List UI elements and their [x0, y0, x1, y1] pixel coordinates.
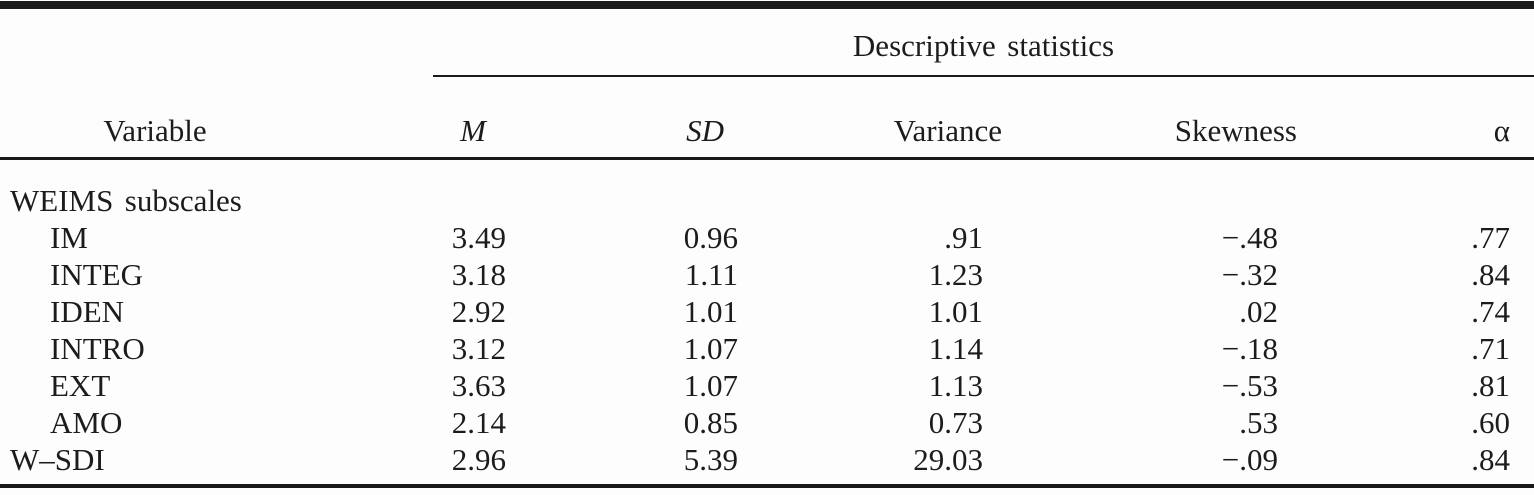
spanner-row: Descriptive statistics [0, 9, 1534, 77]
cell-skewness: .53 [1239, 405, 1278, 440]
table-header: Descriptive statistics Variable M SD Var… [0, 9, 1534, 160]
cell-sd: 1.07 [683, 368, 738, 403]
cell-m [310, 159, 620, 220]
table-bottom-rule [0, 484, 1534, 488]
cell-m: 3.18 [451, 257, 506, 292]
row-label: W–SDI [10, 442, 105, 477]
cell-variance: 1.01 [928, 294, 983, 329]
table-body: WEIMS subscales IM 3.49 0.96 .91 −.48 .7… [0, 159, 1534, 479]
column-header-variable: Variable [0, 77, 310, 160]
cell-variance: 1.23 [928, 257, 983, 292]
table-row-intro: INTRO 3.12 1.07 1.14 −.18 .71 [0, 330, 1534, 367]
cell-alpha: .84 [1471, 257, 1510, 292]
cell-sd [620, 159, 760, 220]
row-label: INTRO [50, 331, 145, 366]
cell-skewness: −.09 [1221, 442, 1278, 477]
cell-sd: 5.39 [683, 442, 738, 477]
column-header-variance: Variance [760, 77, 1112, 160]
cell-sd: 0.85 [683, 405, 738, 440]
cell-alpha: .84 [1471, 442, 1510, 477]
cell-variance [760, 159, 1112, 220]
cell-m: 2.14 [451, 405, 506, 440]
cell-alpha: .77 [1471, 220, 1510, 255]
row-label: WEIMS subscales [10, 183, 242, 218]
cell-alpha [1342, 159, 1534, 220]
cell-m: 2.96 [451, 442, 506, 477]
cell-variance: 1.13 [928, 368, 983, 403]
table-row-amo: AMO 2.14 0.85 0.73 .53 .60 [0, 404, 1534, 441]
cell-alpha: .60 [1471, 405, 1510, 440]
row-label: EXT [50, 368, 111, 403]
table-spanner-label: Descriptive statistics [852, 28, 1115, 63]
column-header-alpha: α [1342, 77, 1534, 160]
table-row-integ: INTEG 3.18 1.11 1.23 −.32 .84 [0, 256, 1534, 293]
table-row-im: IM 3.49 0.96 .91 −.48 .77 [0, 219, 1534, 256]
table-row-iden: IDEN 2.92 1.01 1.01 .02 .74 [0, 293, 1534, 330]
table-row-ext: EXT 3.63 1.07 1.13 −.53 .81 [0, 367, 1534, 404]
spanner-cell: Descriptive statistics [310, 9, 1534, 77]
cell-sd: 1.11 [684, 257, 738, 292]
row-label: AMO [50, 405, 123, 440]
cell-skewness: −.32 [1221, 257, 1278, 292]
cell-sd: 0.96 [683, 220, 738, 255]
cell-variance: 0.73 [928, 405, 983, 440]
cell-skewness: −.18 [1221, 331, 1278, 366]
column-header-m: M [310, 77, 620, 160]
cell-m: 3.12 [451, 331, 506, 366]
row-label: IM [50, 220, 88, 255]
cell-skewness [1112, 159, 1342, 220]
cell-sd: 1.01 [683, 294, 738, 329]
column-header-row: Variable M SD Variance Skewness α [0, 77, 1534, 160]
table-row-w-sdi: W–SDI 2.96 5.39 29.03 −.09 .84 [0, 441, 1534, 478]
row-label: IDEN [50, 294, 125, 329]
cell-alpha: .81 [1471, 368, 1510, 403]
row-label: INTEG [50, 257, 143, 292]
spanner-spacer [0, 9, 310, 77]
cell-m: 3.49 [451, 220, 506, 255]
cell-alpha: .74 [1471, 294, 1510, 329]
cell-skewness: .02 [1239, 294, 1278, 329]
table-top-rule [0, 1, 1534, 9]
cell-variance: 1.14 [928, 331, 983, 366]
column-header-skewness: Skewness [1112, 77, 1342, 160]
cell-alpha: .71 [1471, 331, 1510, 366]
spanner-rule: Descriptive statistics [433, 28, 1534, 77]
cell-m: 2.92 [451, 294, 506, 329]
cell-variance: 29.03 [913, 442, 983, 477]
descriptive-statistics-table: Descriptive statistics Variable M SD Var… [0, 9, 1534, 478]
cell-m: 3.63 [451, 368, 506, 403]
cell-skewness: −.53 [1221, 368, 1278, 403]
cell-sd: 1.07 [683, 331, 738, 366]
table-row-weims-subscales: WEIMS subscales [0, 159, 1534, 220]
cell-variance: .91 [944, 220, 983, 255]
cell-skewness: −.48 [1221, 220, 1278, 255]
column-header-sd: SD [620, 77, 760, 160]
